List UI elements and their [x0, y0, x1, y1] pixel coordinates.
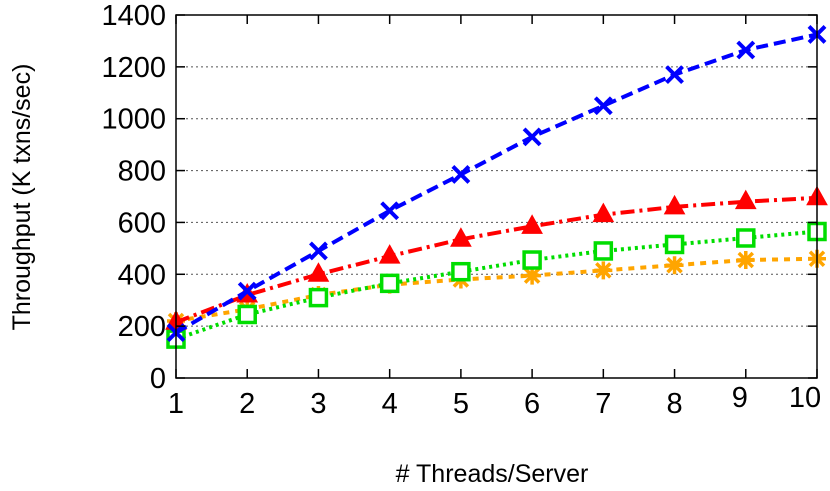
data-point-marker	[450, 227, 472, 247]
x-tick-label: 10	[789, 382, 821, 414]
x-axis-label: # Threads/Server	[396, 460, 589, 488]
data-point-marker	[451, 261, 471, 282]
data-point-marker	[593, 96, 613, 116]
y-tick-label: 1200	[101, 52, 166, 84]
data-point-marker	[523, 266, 542, 285]
data-point-marker	[736, 228, 756, 248]
data-point-marker	[594, 261, 613, 280]
data-point-marker	[736, 251, 755, 270]
x-tick-label: 9	[732, 382, 748, 414]
data-point-marker	[237, 304, 257, 325]
series-square	[166, 221, 827, 349]
data-point-marker	[522, 250, 542, 270]
y-tick-label: 200	[118, 311, 166, 343]
x-tick-label: 6	[524, 388, 540, 420]
series-layer	[165, 25, 828, 349]
data-point-marker	[665, 65, 684, 85]
data-point-marker	[664, 234, 685, 255]
x-tick-label: 3	[310, 388, 326, 420]
y-tick-label: 1400	[101, 0, 166, 32]
data-point-marker	[665, 256, 684, 275]
data-point-marker	[308, 287, 329, 308]
data-point-marker	[451, 165, 471, 184]
data-point-marker	[380, 201, 400, 221]
x-tick-label: 4	[382, 388, 398, 420]
y-tick-label: 0	[150, 363, 166, 395]
data-point-marker	[593, 241, 614, 261]
y-axis-label: Throughput (K txns/sec)	[8, 64, 36, 331]
data-point-marker	[521, 214, 543, 234]
data-point-marker	[378, 244, 401, 264]
series-line	[174, 32, 818, 335]
x-tick-label: 5	[453, 388, 469, 420]
x-tick-label: 2	[239, 388, 255, 420]
data-point-marker	[307, 262, 330, 282]
y-tick-label: 400	[118, 259, 166, 291]
series-triangle	[165, 185, 828, 330]
tick-labels: 0 200 400 600 800 1000 1200 1400 1 2 3 4 5 6 7 8 9 10	[101, 0, 821, 420]
data-point-marker	[734, 189, 757, 210]
series-x	[166, 25, 827, 343]
data-point-marker	[237, 281, 257, 301]
data-point-marker	[663, 194, 686, 215]
y-tick-label: 600	[118, 207, 166, 239]
axes	[175, 14, 818, 379]
data-point-marker	[592, 202, 615, 223]
x-tick-label: 1	[168, 388, 184, 420]
data-point-marker	[736, 40, 756, 60]
series-line	[175, 195, 818, 325]
series-star	[167, 249, 826, 330]
x-tick-label: 7	[595, 388, 611, 420]
data-point-marker	[379, 273, 400, 294]
plot-frame	[175, 14, 818, 379]
data-point-marker	[309, 241, 328, 261]
y-tick-label: 1000	[101, 104, 166, 136]
series-line	[175, 256, 818, 323]
series-line	[175, 229, 818, 341]
y-tick-label: 800	[118, 156, 166, 188]
data-point-marker	[522, 127, 542, 147]
grid-lines	[176, 66, 817, 327]
x-tick-label: 8	[666, 388, 682, 420]
